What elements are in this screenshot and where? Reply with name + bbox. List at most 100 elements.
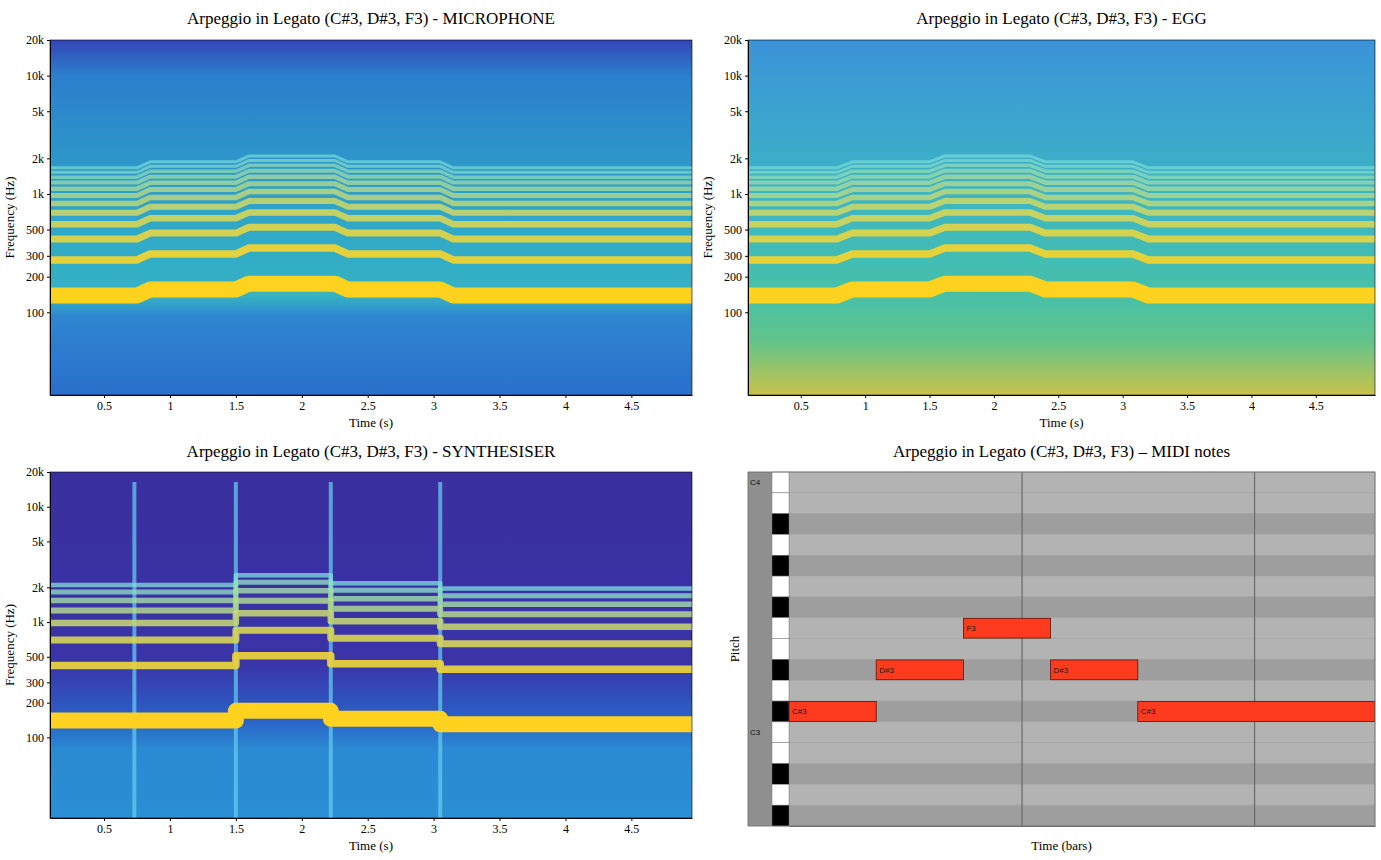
y-axis-tick-label: 200	[26, 696, 44, 710]
x-axis-tick-mark	[1254, 472, 1255, 826]
note-label: F3	[966, 624, 976, 633]
y-axis-tick-label: 300	[724, 249, 742, 263]
x-axis-tick-label: 3	[1120, 399, 1126, 413]
x-axis-tick-mark	[1021, 472, 1022, 826]
y-axis-tick: 300	[26, 676, 50, 690]
black-key	[772, 555, 789, 576]
y-axis-tick-mark	[47, 76, 50, 77]
label-strip	[748, 472, 772, 826]
y-axis-tick-mark	[47, 541, 50, 542]
x-axis-tick: 3.5	[493, 395, 508, 413]
y-axis-tick: 500	[26, 223, 50, 237]
midi-note	[789, 702, 876, 722]
y-axis-tick-mark	[745, 312, 748, 313]
x-axis-title: Time (s)	[349, 415, 393, 430]
harmonic-line	[748, 201, 1375, 213]
midi-note	[963, 618, 1050, 638]
y-axis-tick: 100	[26, 731, 50, 745]
pitch-tick-label: C4	[750, 478, 761, 487]
x-axis-tick-label: 2	[991, 399, 997, 413]
black-key	[772, 514, 789, 535]
pitch-rows	[789, 472, 1375, 826]
x-axis-tick-label: 1.5	[229, 399, 244, 413]
harmonic-line	[748, 227, 1375, 239]
x-axis-tick: 1.5	[923, 395, 938, 413]
y-axis-tick: 500	[26, 650, 50, 664]
harmonic-line	[50, 582, 692, 595]
x-axis-tick: 4.5	[624, 395, 639, 413]
x-axis-tick-label: 3.5	[493, 399, 508, 413]
white-key	[772, 576, 789, 597]
x-axis-tick: 1.5	[229, 395, 244, 413]
y-axis-tick-mark	[745, 76, 748, 77]
x-axis-tick-label: 4.5	[624, 399, 639, 413]
plot-frame	[748, 40, 1375, 395]
y-axis-tick: 5k	[32, 105, 50, 119]
y-axis-tick: 1k	[730, 187, 748, 201]
y-axis-tick-label: 20k	[26, 33, 44, 47]
black-key	[772, 659, 789, 680]
y-axis-tick-mark	[47, 507, 50, 508]
y-axis-tick: 500	[724, 223, 748, 237]
x-axis-tick: 2.5	[361, 395, 376, 413]
harmonic-line	[50, 248, 692, 260]
x-axis-title: Time (s)	[349, 838, 393, 853]
pitch-row	[789, 659, 1375, 680]
harmonic-line	[50, 656, 692, 669]
x-axis-tick-label: 2	[299, 822, 305, 836]
x-axis-tick-label: 3	[431, 399, 437, 413]
pitch-row	[789, 639, 1375, 660]
chart-title: Arpeggio in Legato (C#3, D#3, F3) - SYNT…	[187, 442, 556, 461]
x-axis-title: Time (s)	[1040, 415, 1084, 430]
y-axis-tick-label: 300	[26, 249, 44, 263]
x-axis-tick-label: 2.5	[361, 822, 376, 836]
y-axis: 1002003005001k2k5k10k20k	[26, 33, 51, 395]
plot-frame	[50, 472, 692, 818]
harmonic-line	[50, 201, 692, 213]
x-axis-tick: 2.5	[361, 818, 376, 836]
harmonic-line	[748, 177, 1375, 189]
harmonic-line	[748, 212, 1375, 224]
y-axis-tick-mark	[47, 158, 50, 159]
figure: 0.5 1 1.5 2 2.5 3 3.5 4 4.5 100 200 300 500 1k 2k 5k 10k…	[0, 0, 1381, 860]
y-axis-tick: 2k	[32, 152, 50, 166]
x-axis-tick: 4	[1249, 395, 1255, 413]
y-axis-tick: 10k	[26, 500, 50, 514]
chart-title: Arpeggio in Legato (C#3, D#3, F3) – MIDI…	[893, 442, 1230, 461]
note-label: C#3	[1141, 707, 1156, 716]
harmonic-line	[50, 227, 692, 239]
y-axis-tick-label: 100	[26, 306, 44, 320]
pitch-tick-label: C3	[750, 728, 761, 737]
x-axis-tick: 2	[991, 395, 997, 413]
harmonic-line	[50, 575, 692, 588]
x-axis-tick: 0.5	[794, 395, 809, 413]
transient	[234, 482, 238, 818]
x-axis-tick-label: 1	[167, 399, 173, 413]
x-axis-tick: 1.5	[229, 818, 244, 836]
x-axis: 0.511.522.533.544.5	[749, 395, 1376, 413]
y-axis-tick-label: 2k	[730, 152, 742, 166]
pitch-row	[789, 784, 1375, 805]
x-axis-tick: 3.5	[493, 818, 508, 836]
pitch-tick: C4	[750, 478, 761, 487]
harmonic-line	[748, 184, 1375, 196]
y-axis-tick: 300	[26, 249, 50, 263]
pitch-row	[789, 680, 1375, 701]
plot-area	[748, 40, 1375, 395]
midi-note	[1138, 702, 1375, 722]
x-axis-title: Time (bars)	[1031, 838, 1092, 853]
x-axis-tick-label: 4	[1249, 399, 1255, 413]
y-axis-tick-mark	[745, 230, 748, 231]
harmonic-line	[50, 284, 692, 296]
y-axis-tick-mark	[47, 472, 50, 473]
y-axis-tick-label: 1k	[730, 187, 742, 201]
black-key	[772, 805, 789, 826]
x-axis-tick: 0.5	[97, 818, 112, 836]
y-axis-tick-mark	[745, 111, 748, 112]
harmonic-line	[50, 613, 692, 626]
y-axis-tick-mark	[47, 194, 50, 195]
pitch-row	[789, 514, 1375, 535]
chart-title: Arpeggio in Legato (C#3, D#3, F3) - MICR…	[187, 9, 555, 28]
y-axis-tick-label: 10k	[724, 69, 742, 83]
harmonic-line	[748, 192, 1375, 204]
